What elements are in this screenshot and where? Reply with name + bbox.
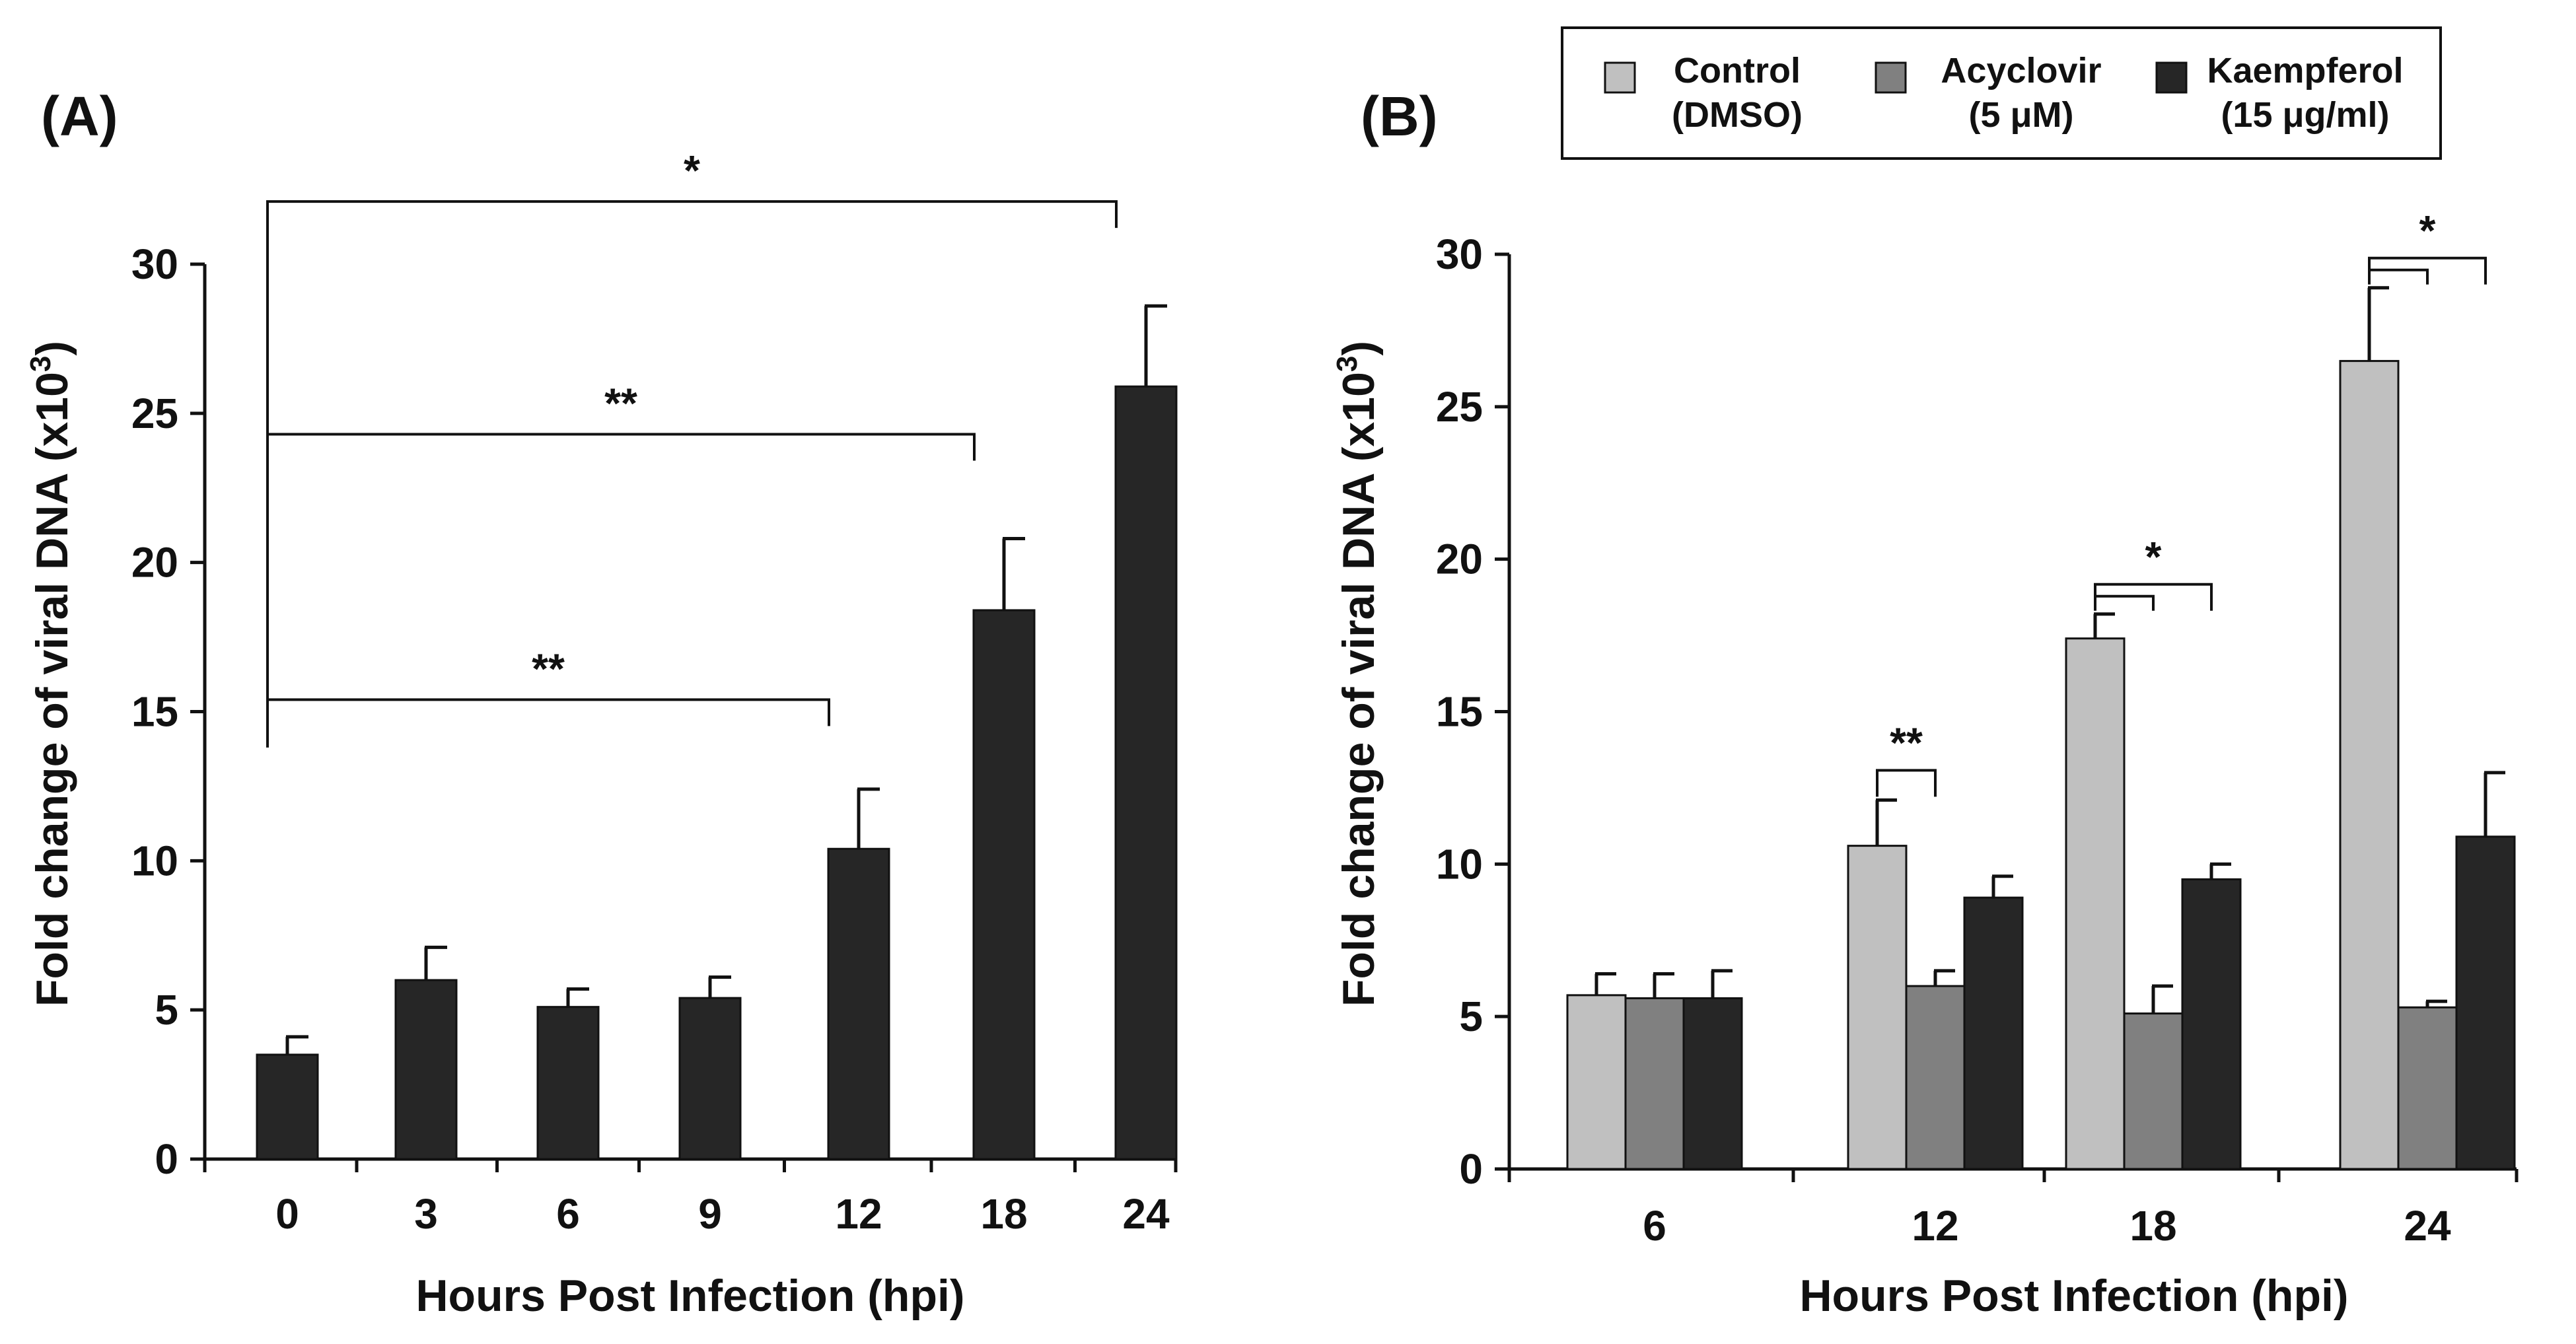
significance-bracket [2094, 583, 2213, 611]
y-tick-label: 10 [1436, 840, 1483, 888]
x-tick-label: 9 [698, 1190, 722, 1238]
significance-label: ** [532, 645, 565, 692]
panel-a-error-bars [285, 304, 1167, 1055]
x-tick-label: 6 [556, 1190, 580, 1238]
panel-a-y-title: Fold change of viral DNA (x103) [24, 341, 77, 1007]
significance-label: * [2145, 533, 2162, 581]
panel-a-y-ticks: 0 5 10 15 20 25 30 [131, 240, 205, 1183]
legend-sublabel-kaempferol: (15 μg/ml) [2221, 95, 2389, 135]
bar [1905, 985, 1966, 1170]
significance-bracket [266, 200, 1118, 229]
bar [1682, 997, 1743, 1170]
y-tick-label: 0 [1459, 1145, 1483, 1193]
panel-a: (A) Fold change of viral DNA (x103) 0 5 10… [24, 85, 1178, 1321]
y-tick-label: 20 [131, 539, 178, 586]
y-tick-label: 5 [1459, 993, 1483, 1040]
legend-swatch-control [1604, 61, 1636, 94]
bar [256, 1053, 319, 1160]
bar [1963, 896, 2024, 1170]
y-tick-label: 25 [131, 390, 178, 437]
y-tick-label: 30 [1436, 230, 1483, 278]
x-tick-label: 24 [2404, 1202, 2451, 1250]
legend-swatch-kaempferol [2155, 61, 2188, 94]
panel-b-x-ticks: 6 12 18 24 [1507, 1169, 2519, 1250]
y-tick-label: 0 [155, 1135, 178, 1183]
panel-b-x-axis-title: Hours Post Infection (hpi) [1799, 1271, 2348, 1321]
significance-bracket [266, 698, 830, 748]
legend-swatch-acyclovir [1875, 61, 1907, 94]
significance-bracket [266, 433, 976, 461]
x-tick-label: 6 [1643, 1202, 1666, 1250]
bar [2181, 878, 2242, 1170]
bar [2455, 835, 2516, 1170]
panel-a-y-axis-title: Fold change of viral DNA (x103) [24, 341, 77, 1007]
significance-label: * [684, 147, 700, 194]
bar [1114, 385, 1178, 1160]
legend-label-acyclovir: Acyclovir [1941, 51, 2101, 90]
y-tick-label: 5 [155, 986, 178, 1034]
significance-label: ** [604, 379, 637, 427]
bar [1566, 994, 1627, 1170]
legend-sublabel-acyclovir: (5 μM) [1968, 95, 2073, 135]
significance-label: * [2419, 207, 2436, 254]
y-tick-label: 30 [131, 240, 178, 288]
legend-label-kaempferol: Kaempferol [2207, 51, 2403, 90]
bar [678, 997, 742, 1160]
bar [394, 979, 458, 1160]
panel-a-x-axis-title: Hours Post Infection (hpi) [415, 1271, 964, 1321]
x-tick-label: 18 [2129, 1202, 2176, 1250]
bar [536, 1006, 600, 1160]
panel-a-significance: ***** [266, 147, 1118, 748]
x-tick-label: 12 [1912, 1202, 1958, 1250]
panel-b-y-ticks: 0 5 10 15 20 25 30 [1436, 230, 1509, 1193]
panel-b-label: (B) [1361, 85, 1438, 147]
x-tick-label: 24 [1122, 1190, 1170, 1238]
significance-bracket [1876, 769, 1937, 797]
x-tick-label: 12 [835, 1190, 882, 1238]
x-tick-label: 18 [980, 1190, 1027, 1238]
bar [827, 847, 890, 1160]
legend-box [1561, 26, 2442, 160]
y-tick-label: 10 [131, 837, 178, 884]
panel-a-bars [256, 385, 1178, 1160]
y-tick-label: 25 [1436, 383, 1483, 431]
panel-a-x-ticks: 0 3 6 9 12 18 24 [203, 1159, 1178, 1238]
x-tick-label: 0 [275, 1190, 299, 1238]
bar [1847, 845, 1908, 1170]
bar [2065, 637, 2126, 1170]
panel-b-error-bars [1594, 286, 2505, 1014]
bar [2397, 1006, 2458, 1170]
panel-a-label: (A) [41, 85, 118, 147]
legend-label-control: Control [1674, 51, 1801, 90]
legend-sublabel-control: (DMSO) [1672, 95, 1803, 135]
bar [2123, 1012, 2184, 1170]
significance-inner-bracket [2369, 268, 2429, 285]
panel-b-significance: **** [1876, 207, 2487, 797]
significance-inner-bracket [2095, 594, 2155, 611]
panel-b: (B) Control (DMSO) Acyclovir (5 μM) Kaem… [1331, 26, 2519, 1321]
x-tick-label: 3 [414, 1190, 438, 1238]
legend: Control (DMSO) Acyclovir (5 μM) Kaempfer… [1561, 26, 2442, 160]
y-tick-label: 20 [1436, 536, 1483, 583]
bar [1624, 997, 1685, 1170]
y-tick-label: 15 [131, 688, 178, 736]
panel-b-bars [1566, 360, 2516, 1170]
bar [2339, 360, 2400, 1170]
bar [972, 609, 1036, 1160]
panel-b-y-axis-title: Fold change of viral DNA (x103) [1331, 341, 1384, 1007]
significance-label: ** [1890, 719, 1923, 766]
y-tick-label: 15 [1436, 688, 1483, 736]
panel-b-y-title: Fold change of viral DNA (x103) [1331, 341, 1384, 1007]
